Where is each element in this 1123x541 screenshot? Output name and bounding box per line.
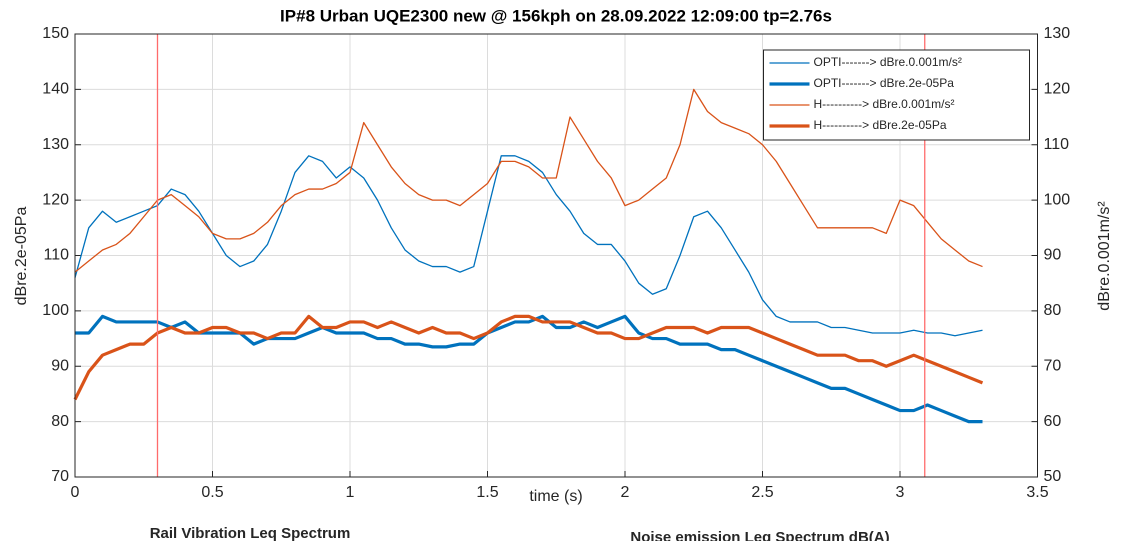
x-axis-label: time (s): [529, 488, 582, 505]
y-tick-label: 130: [42, 136, 69, 153]
y-tick-label: 150: [42, 25, 69, 42]
y-tick-label: 90: [51, 357, 69, 374]
x-tick-label: 0.5: [201, 484, 223, 501]
series-line: [73, 314, 984, 401]
y-tick-label: 70: [51, 468, 69, 485]
x-tick-label: 1: [346, 484, 355, 501]
y2-tick-label: 80: [1044, 302, 1062, 319]
x-tick-label: 2: [621, 484, 630, 501]
x-tick-label: 3: [896, 484, 905, 501]
y-tick-label: 140: [42, 81, 69, 98]
y2-axis-label: dBre.0.001m/s²: [1096, 201, 1113, 311]
x-tick-label: 3.5: [1026, 484, 1048, 501]
annotation: Rail Vibration Leq Spectrum: [150, 525, 351, 541]
y2-tick-label: 110: [1044, 136, 1070, 153]
y2-tick-label: 120: [1044, 81, 1071, 98]
y2-tick-label: 70: [1044, 357, 1062, 374]
y-tick-label: 120: [42, 191, 69, 208]
legend-label: H----------> dBre.2e-05Pa: [814, 118, 947, 132]
annotation: Noise emission Leq Spectrum dB(A): [630, 529, 889, 541]
y2-tick-label: 100: [1044, 191, 1071, 208]
y2-tick-label: 60: [1044, 413, 1062, 430]
series-line: [74, 88, 983, 273]
y-tick-label: 80: [51, 413, 69, 430]
series-line: [75, 314, 983, 424]
y2-tick-label: 130: [1044, 25, 1071, 42]
y2-tick-label: 90: [1044, 247, 1062, 264]
series-line: [74, 155, 983, 337]
y2-tick-label: 50: [1044, 468, 1062, 485]
legend-label: OPTI-------> dBre.2e-05Pa: [814, 76, 955, 90]
legend-label: H----------> dBre.0.001m/s²: [814, 97, 955, 111]
x-tick-label: 0: [71, 484, 80, 501]
y-tick-label: 110: [43, 247, 69, 264]
x-tick-label: 1.5: [476, 484, 498, 501]
plot-frame: [74, 33, 1038, 478]
chart-title: IP#8 Urban UQE2300 new @ 156kph on 28.09…: [280, 6, 832, 25]
x-tick-label: 2.5: [751, 484, 773, 501]
legend-label: OPTI-------> dBre.0.001m/s²: [814, 55, 962, 69]
y-tick-label: 100: [42, 302, 69, 319]
legend: OPTI-------> dBre.0.001m/s² OPTI-------> …: [763, 49, 1030, 141]
y-axis-label: dBre.2e-05Pa: [13, 207, 30, 306]
